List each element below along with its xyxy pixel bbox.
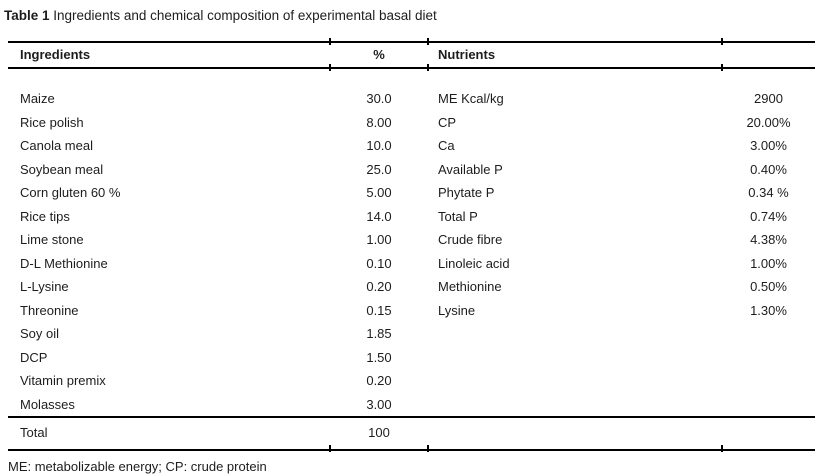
- ingredient-name: L-Lysine: [20, 279, 69, 294]
- column-divider-tick: [329, 38, 331, 45]
- ingredient-row: Rice tips 14.0: [8, 205, 428, 229]
- nutrient-value: 3.00%: [750, 138, 787, 153]
- column-divider-tick: [721, 38, 723, 45]
- nutrient-value: 0.40%: [750, 161, 787, 177]
- column-divider-tick: [329, 64, 331, 71]
- ingredient-name: Molasses: [20, 396, 75, 412]
- nutrient-name: Ca: [438, 138, 455, 153]
- ingredient-row: Threonine 0.15: [8, 299, 428, 323]
- nutrients-pane: ME Kcal/kg 2900 CP 20.00% Ca 3.00% Avail…: [428, 87, 815, 416]
- ingredient-percent: 1.50: [366, 349, 392, 365]
- ingredient-percent: 0.20: [366, 279, 392, 294]
- total-value: 100: [368, 425, 390, 440]
- nutrient-value: 1.00%: [750, 255, 787, 271]
- ingredient-name: Soy oil: [20, 326, 60, 341]
- nutrient-row: Crude fibre 4.38%: [428, 228, 815, 252]
- column-divider-tick: [427, 38, 429, 45]
- nutrient-row: Linoleic acid 1.00%: [428, 252, 815, 276]
- header-percent: %: [373, 47, 385, 62]
- column-divider-tick: [427, 64, 429, 71]
- nutrient-value: 1.30%: [750, 302, 787, 318]
- ingredient-row: L-Lysine 0.20: [8, 275, 428, 299]
- nutrient-value: 0.50%: [750, 279, 787, 294]
- ingredient-row: DCP 1.50: [8, 346, 428, 370]
- table-caption: Table 1 Ingredients and chemical composi…: [4, 7, 437, 25]
- header-ingredients: Ingredients: [20, 47, 91, 62]
- ingredient-row: D-L Methionine 0.10: [8, 252, 428, 276]
- table-footnote: ME: metabolizable energy; CP: crude prot…: [8, 459, 267, 474]
- basal-diet-table: Ingredients % Nutrients Maize 30.0 Rice …: [8, 38, 815, 452]
- nutrient-row: Lysine 1.30%: [428, 299, 815, 323]
- nutrient-row: ME Kcal/kg 2900: [428, 87, 815, 111]
- table-caption-title: Ingredients and chemical composition of …: [49, 8, 437, 23]
- total-label: Total: [20, 425, 48, 440]
- nutrient-value: 20.00%: [746, 114, 791, 130]
- ingredient-row: Corn gluten 60 % 5.00: [8, 181, 428, 205]
- nutrient-row: Available P 0.40%: [428, 158, 815, 182]
- ingredient-name: Rice polish: [20, 114, 84, 130]
- ingredient-name: Threonine: [20, 302, 79, 318]
- header-nutrients: Nutrients: [438, 47, 496, 62]
- nutrient-name: Total P: [438, 208, 478, 224]
- ingredient-name: D-L Methionine: [20, 255, 108, 271]
- ingredient-percent: 3.00: [366, 396, 392, 412]
- nutrient-name: Linoleic acid: [438, 255, 510, 271]
- ingredient-row: Rice polish 8.00: [8, 111, 428, 135]
- ingredients-pane: Maize 30.0 Rice polish 8.00 Canola meal …: [8, 87, 428, 416]
- table-caption-number: Table 1: [4, 8, 50, 23]
- nutrient-name: Methionine: [438, 279, 502, 294]
- nutrient-name: Lysine: [438, 302, 476, 318]
- nutrient-value: 0.74%: [750, 208, 787, 224]
- ingredient-row: Soybean meal 25.0: [8, 158, 428, 182]
- ingredient-percent: 8.00: [366, 114, 392, 130]
- nutrient-name: Crude fibre: [438, 232, 503, 247]
- ingredient-name: DCP: [20, 349, 48, 365]
- ingredient-percent: 1.00: [366, 232, 392, 247]
- column-divider-tick: [721, 64, 723, 71]
- table-body: Maize 30.0 Rice polish 8.00 Canola meal …: [8, 69, 815, 416]
- nutrient-value: 0.34 %: [748, 185, 789, 200]
- ingredient-row: Soy oil 1.85: [8, 322, 428, 346]
- ingredient-percent: 30.0: [366, 91, 392, 106]
- ingredient-row: Vitamin premix 0.20: [8, 369, 428, 393]
- nutrient-name: CP: [438, 114, 457, 130]
- ingredient-row: Canola meal 10.0: [8, 134, 428, 158]
- ingredient-name: Lime stone: [20, 232, 84, 247]
- nutrient-row: Ca 3.00%: [428, 134, 815, 158]
- ingredient-percent: 5.00: [366, 185, 392, 200]
- ingredient-row: Molasses 3.00: [8, 393, 428, 417]
- total-row: Total 100: [8, 416, 815, 451]
- ingredient-percent: 0.15: [366, 302, 392, 318]
- ingredient-name: Rice tips: [20, 208, 70, 224]
- ingredient-name: Vitamin premix: [20, 373, 106, 388]
- column-divider-tick: [329, 445, 331, 452]
- header-nutrient-value-spacer: [722, 43, 815, 67]
- column-divider-tick: [427, 445, 429, 452]
- ingredient-percent: 14.0: [366, 208, 392, 224]
- nutrient-value: 4.38%: [750, 232, 787, 247]
- ingredient-row: Maize 30.0: [8, 87, 428, 111]
- ingredient-name: Corn gluten 60 %: [20, 185, 121, 200]
- table-header-row: Ingredients % Nutrients: [8, 41, 815, 69]
- nutrient-row: Phytate P 0.34 %: [428, 181, 815, 205]
- nutrient-value: 2900: [754, 91, 783, 106]
- ingredient-name: Canola meal: [20, 138, 93, 153]
- ingredient-percent: 1.85: [366, 326, 392, 341]
- ingredient-percent: 25.0: [366, 161, 392, 177]
- ingredient-percent: 0.10: [366, 255, 392, 271]
- nutrient-row: CP 20.00%: [428, 111, 815, 135]
- column-divider-tick: [721, 445, 723, 452]
- nutrient-name: Phytate P: [438, 185, 495, 200]
- nutrient-name: Available P: [438, 161, 503, 177]
- ingredient-name: Soybean meal: [20, 161, 104, 177]
- ingredient-row: Lime stone 1.00: [8, 228, 428, 252]
- nutrient-row: Methionine 0.50%: [428, 275, 815, 299]
- ingredient-name: Maize: [20, 91, 55, 106]
- ingredient-percent: 10.0: [366, 138, 392, 153]
- ingredient-percent: 0.20: [366, 373, 392, 388]
- nutrient-row: Total P 0.74%: [428, 205, 815, 229]
- nutrient-name: ME Kcal/kg: [438, 91, 504, 106]
